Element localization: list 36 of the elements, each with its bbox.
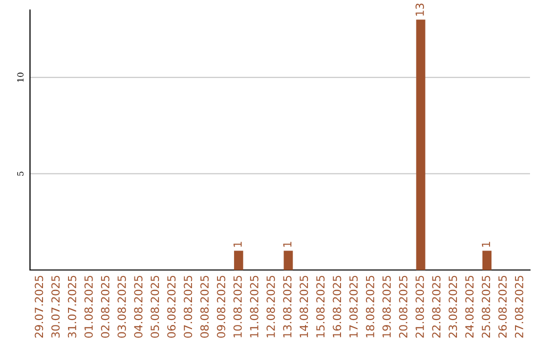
x-tick-label: 06.08.2025 [167, 276, 176, 338]
x-tick-label: 30.07.2025 [51, 276, 60, 338]
x-tick-label: 16.08.2025 [332, 276, 342, 338]
x-tick-label: 12.08.2025 [266, 276, 275, 338]
x-tick-label: 23.08.2025 [448, 276, 458, 338]
x-tick-label: 24.08.2025 [465, 276, 474, 338]
x-tick-label: 18.08.2025 [366, 276, 374, 338]
data-label: 13 [416, 4, 424, 16]
x-tick-label: 03.08.2025 [118, 276, 126, 338]
y-tick-label: 5 [17, 172, 24, 176]
x-tick-label: 21.08.2025 [416, 276, 424, 338]
x-tick-label: 15.08.2025 [316, 276, 325, 338]
x-tick-label: 25.08.2025 [482, 276, 490, 338]
x-tick-label: 19.08.2025 [382, 276, 391, 338]
y-tick-label: 10 [17, 72, 24, 82]
x-tick-label: 10.08.2025 [233, 276, 242, 338]
data-label: 1 [234, 242, 242, 247]
x-tick-label: 11.08.2025 [250, 276, 258, 338]
x-tick-label: 22.08.2025 [432, 276, 441, 338]
x-tick-label: 31.07.2025 [68, 276, 76, 338]
x-tick-label: 29.07.2025 [34, 276, 44, 338]
x-tick-label: 02.08.2025 [100, 276, 110, 338]
x-tick-label: 14.08.2025 [300, 276, 308, 338]
x-tick-label: 09.08.2025 [216, 276, 226, 338]
x-tick-label: 17.08.2025 [349, 276, 358, 338]
x-tick-label: 01.08.2025 [84, 276, 93, 338]
x-tick-label: 07.08.2025 [184, 276, 192, 338]
x-tick-label: 05.08.2025 [150, 276, 160, 338]
data-label: 1 [283, 242, 292, 247]
x-tick-label: 04.08.2025 [134, 276, 142, 338]
x-tick-label: 26.08.2025 [498, 276, 507, 338]
x-tick-label: 20.08.2025 [398, 276, 408, 338]
x-tick-label: 08.08.2025 [200, 276, 209, 338]
x-tick-label: 13.08.2025 [283, 276, 292, 338]
x-tick-label: 27.08.2025 [514, 276, 524, 338]
data-label: 1 [482, 242, 490, 247]
